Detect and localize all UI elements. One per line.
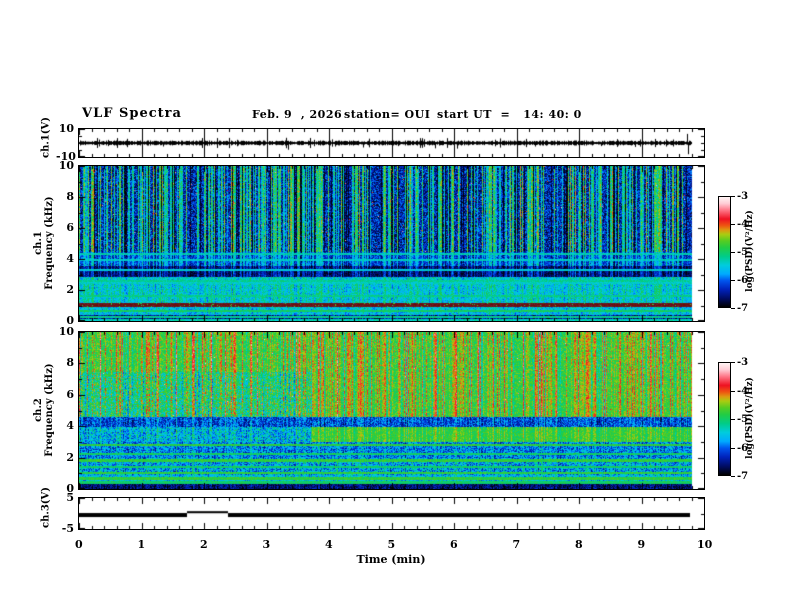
colorbar-ch2 (718, 362, 731, 476)
y-tick-label: 4 (66, 419, 74, 433)
header-start-ut: start UT = 14: 40: 0 (437, 108, 582, 121)
colorbar-tick (731, 362, 735, 363)
colorbar-tick (731, 252, 735, 253)
x-tick-label: 3 (262, 538, 271, 551)
colorbar-tick (731, 196, 735, 197)
colorbar-tick-label: -3 (737, 191, 749, 202)
colorbar-tick-label: -3 (737, 357, 749, 368)
y-tick-label: 10 (58, 159, 74, 172)
axis-label-line: Frequency (kHz) (44, 196, 55, 290)
colorbar-tick-label: -6 (737, 442, 749, 454)
colorbar-tick (731, 308, 735, 309)
colorbar-tick (731, 280, 735, 281)
ch3v-axis-label: ch.3(V) (41, 426, 52, 590)
page-title: VLF Spectra (82, 106, 182, 121)
colorbar-tick-label: -5 (737, 414, 749, 425)
header-station: station= OUI (344, 108, 431, 121)
colorbar-ch2-title: log(PSD)(V²/Hz) (745, 377, 755, 459)
ch1-voltage-plot (79, 129, 704, 157)
y-tick-label: 0 (66, 314, 74, 327)
ch3v-axis-label-text: ch.3(V) (40, 486, 52, 529)
x-tick-label: 8 (575, 538, 583, 551)
x-tick-label: 2 (200, 538, 208, 551)
x-axis-title: Time (min) (356, 553, 426, 566)
y-tick-label: 0 (66, 482, 74, 495)
colorbar-tick (731, 476, 735, 477)
y-tick-label: -10 (56, 150, 76, 163)
ch3-voltage-plot (79, 498, 704, 529)
y-tick-label: 8 (66, 190, 74, 203)
header-date: Feb. 9 , 2026 (252, 108, 343, 121)
colorbar-tick-label: -7 (737, 303, 749, 314)
x-tick-label: 5 (387, 538, 396, 551)
y-tick-label: 10 (58, 325, 74, 338)
y-tick-label: 2 (66, 283, 74, 296)
colorbar-tick-label: -4 (737, 219, 749, 230)
ch1-spectrogram (79, 166, 704, 321)
ch1v-axis-label-text: ch.1(V) (40, 116, 52, 159)
y-tick-label: 5 (66, 491, 74, 504)
y-tick-label: 10 (58, 122, 74, 135)
ch2-spectrogram (79, 332, 704, 489)
x-tick-label: 9 (637, 538, 646, 551)
x-tick-label: 0 (75, 538, 83, 551)
y-tick-label: 2 (66, 450, 74, 464)
colorbar-tick (731, 390, 735, 392)
y-tick-label: 8 (66, 356, 74, 370)
colorbar-ch1-title: log(PSD)(V²/Hz) (745, 210, 755, 292)
ch1-spectrogram-panel (78, 165, 705, 322)
colorbar-tick-label: -4 (737, 385, 749, 397)
x-tick-label: 4 (325, 538, 333, 551)
axis-label-line: ch.2 (33, 398, 44, 422)
ch3-voltage-panel (78, 497, 705, 530)
colorbar-tick-label: -6 (737, 275, 749, 286)
spec1-axis-label: ch.1 Frequency (kHz) (33, 163, 55, 323)
y-tick-label: 6 (66, 387, 74, 401)
y-tick-label: 4 (66, 252, 74, 265)
x-tick-label: 10 (697, 538, 713, 551)
colorbar-tick-label: -7 (737, 471, 749, 482)
y-tick-label: -5 (61, 522, 74, 535)
colorbar-ch1 (718, 196, 731, 308)
axis-label-line: ch.1 (33, 231, 44, 255)
colorbar-tick (731, 419, 735, 420)
ch2-spectrogram-panel (78, 331, 705, 490)
colorbar-tick (731, 447, 735, 449)
colorbar-tick (731, 224, 735, 225)
y-tick-label: 6 (66, 221, 74, 234)
ch1-voltage-panel (78, 128, 705, 158)
x-tick-label: 7 (512, 538, 521, 551)
colorbar-tick-label: -5 (737, 247, 749, 258)
x-tick-label: 6 (450, 538, 458, 551)
x-tick-label: 1 (137, 538, 146, 551)
